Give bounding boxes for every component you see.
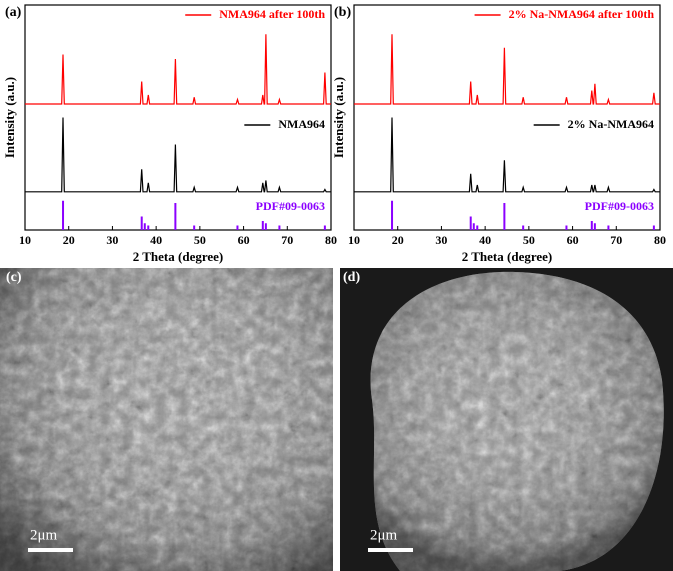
legend-label: 2% Na-NMA964: [568, 117, 654, 131]
x-tick-label: 80: [654, 233, 666, 247]
legend-label: PDF#09-0063: [256, 199, 325, 213]
x-axis-label: 2 Theta (degree): [133, 249, 224, 264]
plot-frame: [24, 4, 332, 231]
x-tick-label: 30: [106, 233, 118, 247]
x-tick-label: 20: [63, 233, 75, 247]
legend-label: PDF#09-0063: [585, 199, 654, 213]
panel-label: (b): [334, 5, 351, 20]
scale-label: 2μm: [30, 527, 58, 543]
x-tick-label: 10: [19, 233, 31, 247]
pattern-line: [25, 34, 331, 105]
y-axis-label: Intensity (a.u.): [331, 77, 346, 158]
y-axis-label: Intensity (a.u.): [2, 77, 17, 158]
legend-label: 2% Na-NMA964 after 100th: [509, 7, 655, 21]
x-axis-label: 2 Theta (degree): [462, 249, 553, 264]
x-tick-label: 20: [392, 233, 404, 247]
x-tick-label: 40: [479, 233, 491, 247]
x-tick-label: 50: [194, 233, 206, 247]
x-tick-label: 70: [281, 233, 293, 247]
scale-label: 2μm: [370, 527, 398, 543]
x-tick-label: 80: [325, 233, 337, 247]
scale-bar: [28, 548, 73, 552]
x-tick-label: 10: [348, 233, 360, 247]
sem-image-d: [340, 268, 673, 571]
plot-frame: [353, 4, 661, 231]
x-tick-label: 50: [523, 233, 535, 247]
panel-label: (c): [6, 270, 22, 285]
x-tick-label: 70: [610, 233, 622, 247]
x-tick-label: 40: [150, 233, 162, 247]
sem-image-c: [0, 268, 333, 571]
scale-bar: [368, 548, 413, 552]
x-tick-label: 60: [238, 233, 250, 247]
legend-label: NMA964: [278, 117, 325, 131]
panel-label: (a): [5, 5, 22, 20]
panel-label: (d): [343, 270, 360, 285]
x-tick-label: 60: [567, 233, 579, 247]
pattern-line: [354, 117, 660, 193]
pattern-line: [354, 34, 660, 105]
legend-label: NMA964 after 100th: [219, 7, 325, 21]
x-tick-label: 30: [435, 233, 447, 247]
pattern-line: [25, 117, 331, 193]
